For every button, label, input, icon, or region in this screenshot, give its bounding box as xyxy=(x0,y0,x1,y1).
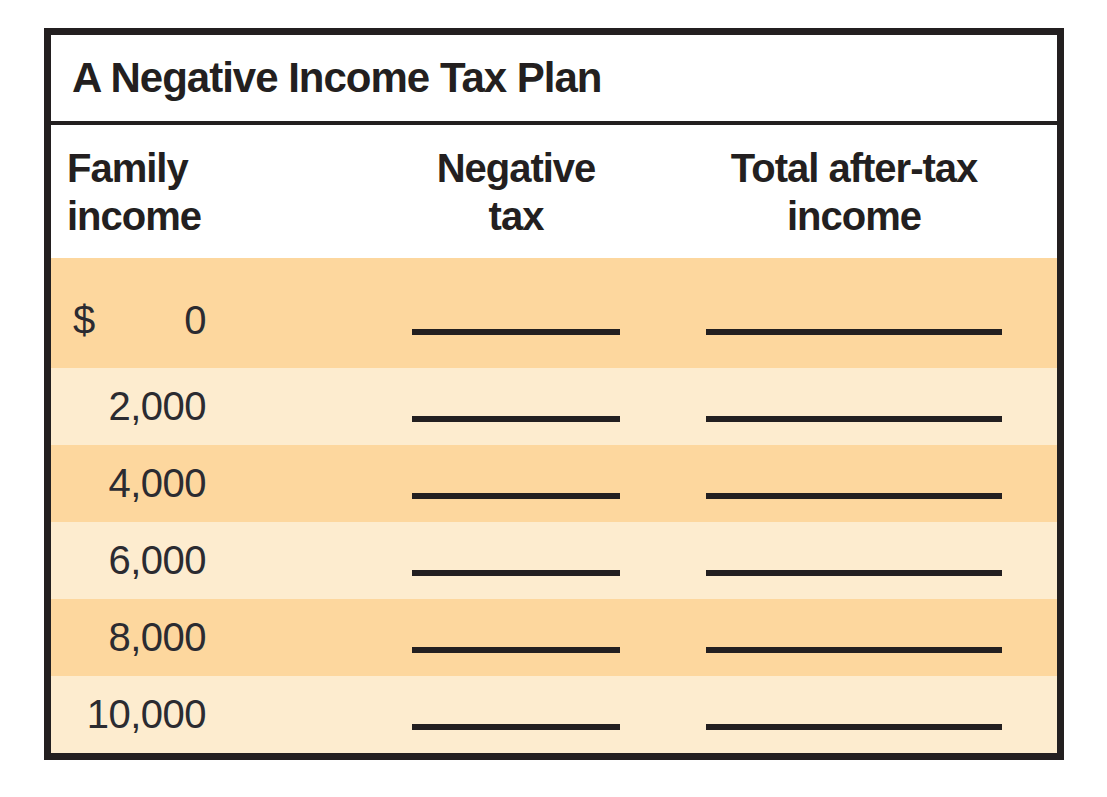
table-row: 8,000 xyxy=(51,599,1057,676)
family-income-cell: $ 0 xyxy=(73,298,206,343)
table-row: 4,000 xyxy=(51,445,1057,522)
total-after-tax-cell xyxy=(651,712,1057,718)
blank-fill-in-line xyxy=(706,570,1002,576)
column-header-line: Negative xyxy=(381,144,651,192)
column-header-line: tax xyxy=(381,192,651,240)
negative-tax-cell xyxy=(381,317,651,323)
income-value: 2,000 xyxy=(108,384,206,429)
blank-fill-in-line xyxy=(412,570,620,576)
table-title: A Negative Income Tax Plan xyxy=(72,54,602,102)
table-title-bar: A Negative Income Tax Plan xyxy=(51,35,1057,125)
blank-fill-in-line xyxy=(706,329,1002,335)
blank-fill-in-line xyxy=(412,493,620,499)
blank-fill-in-line xyxy=(706,493,1002,499)
family-income-cell: 2,000 xyxy=(73,384,206,429)
column-header-negative-tax: Negative tax xyxy=(381,144,651,240)
blank-fill-in-line xyxy=(706,647,1002,653)
family-income-cell: 6,000 xyxy=(73,538,206,583)
table-row: 2,000 xyxy=(51,368,1057,445)
blank-fill-in-line xyxy=(706,416,1002,422)
total-after-tax-cell xyxy=(651,635,1057,641)
negative-tax-cell xyxy=(381,481,651,487)
income-value: 0 xyxy=(184,298,206,343)
blank-fill-in-line xyxy=(706,724,1002,730)
income-value: 4,000 xyxy=(108,461,206,506)
family-income-cell: 8,000 xyxy=(73,615,206,660)
family-income-cell: 4,000 xyxy=(73,461,206,506)
blank-fill-in-line xyxy=(412,724,620,730)
negative-tax-cell xyxy=(381,635,651,641)
table-row: 10,000 xyxy=(51,676,1057,753)
income-value: 10,000 xyxy=(87,692,206,737)
blank-fill-in-line xyxy=(412,329,620,335)
income-value: 8,000 xyxy=(108,615,206,660)
total-after-tax-cell xyxy=(651,558,1057,564)
column-header-line: income xyxy=(67,192,381,240)
negative-tax-cell xyxy=(381,404,651,410)
table-body: $ 0 2,000 4,000 6,000 xyxy=(51,258,1057,753)
total-after-tax-cell xyxy=(651,481,1057,487)
negative-income-tax-table: A Negative Income Tax Plan Family income… xyxy=(44,28,1064,760)
column-header-total-after-tax-income: Total after-tax income xyxy=(651,144,1057,240)
negative-tax-cell xyxy=(381,558,651,564)
table-row: $ 0 xyxy=(51,258,1057,368)
income-value: 6,000 xyxy=(108,538,206,583)
blank-fill-in-line xyxy=(412,416,620,422)
dollar-sign: $ xyxy=(73,298,95,343)
table-header-row: Family income Negative tax Total after-t… xyxy=(51,125,1057,258)
negative-tax-cell xyxy=(381,712,651,718)
blank-fill-in-line xyxy=(412,647,620,653)
table-row: 6,000 xyxy=(51,522,1057,599)
column-header-family-income: Family income xyxy=(51,144,381,240)
family-income-cell: 10,000 xyxy=(73,692,206,737)
column-header-line: Total after-tax xyxy=(651,144,1057,192)
total-after-tax-cell xyxy=(651,317,1057,323)
column-header-line: income xyxy=(651,192,1057,240)
column-header-line: Family xyxy=(67,144,381,192)
total-after-tax-cell xyxy=(651,404,1057,410)
